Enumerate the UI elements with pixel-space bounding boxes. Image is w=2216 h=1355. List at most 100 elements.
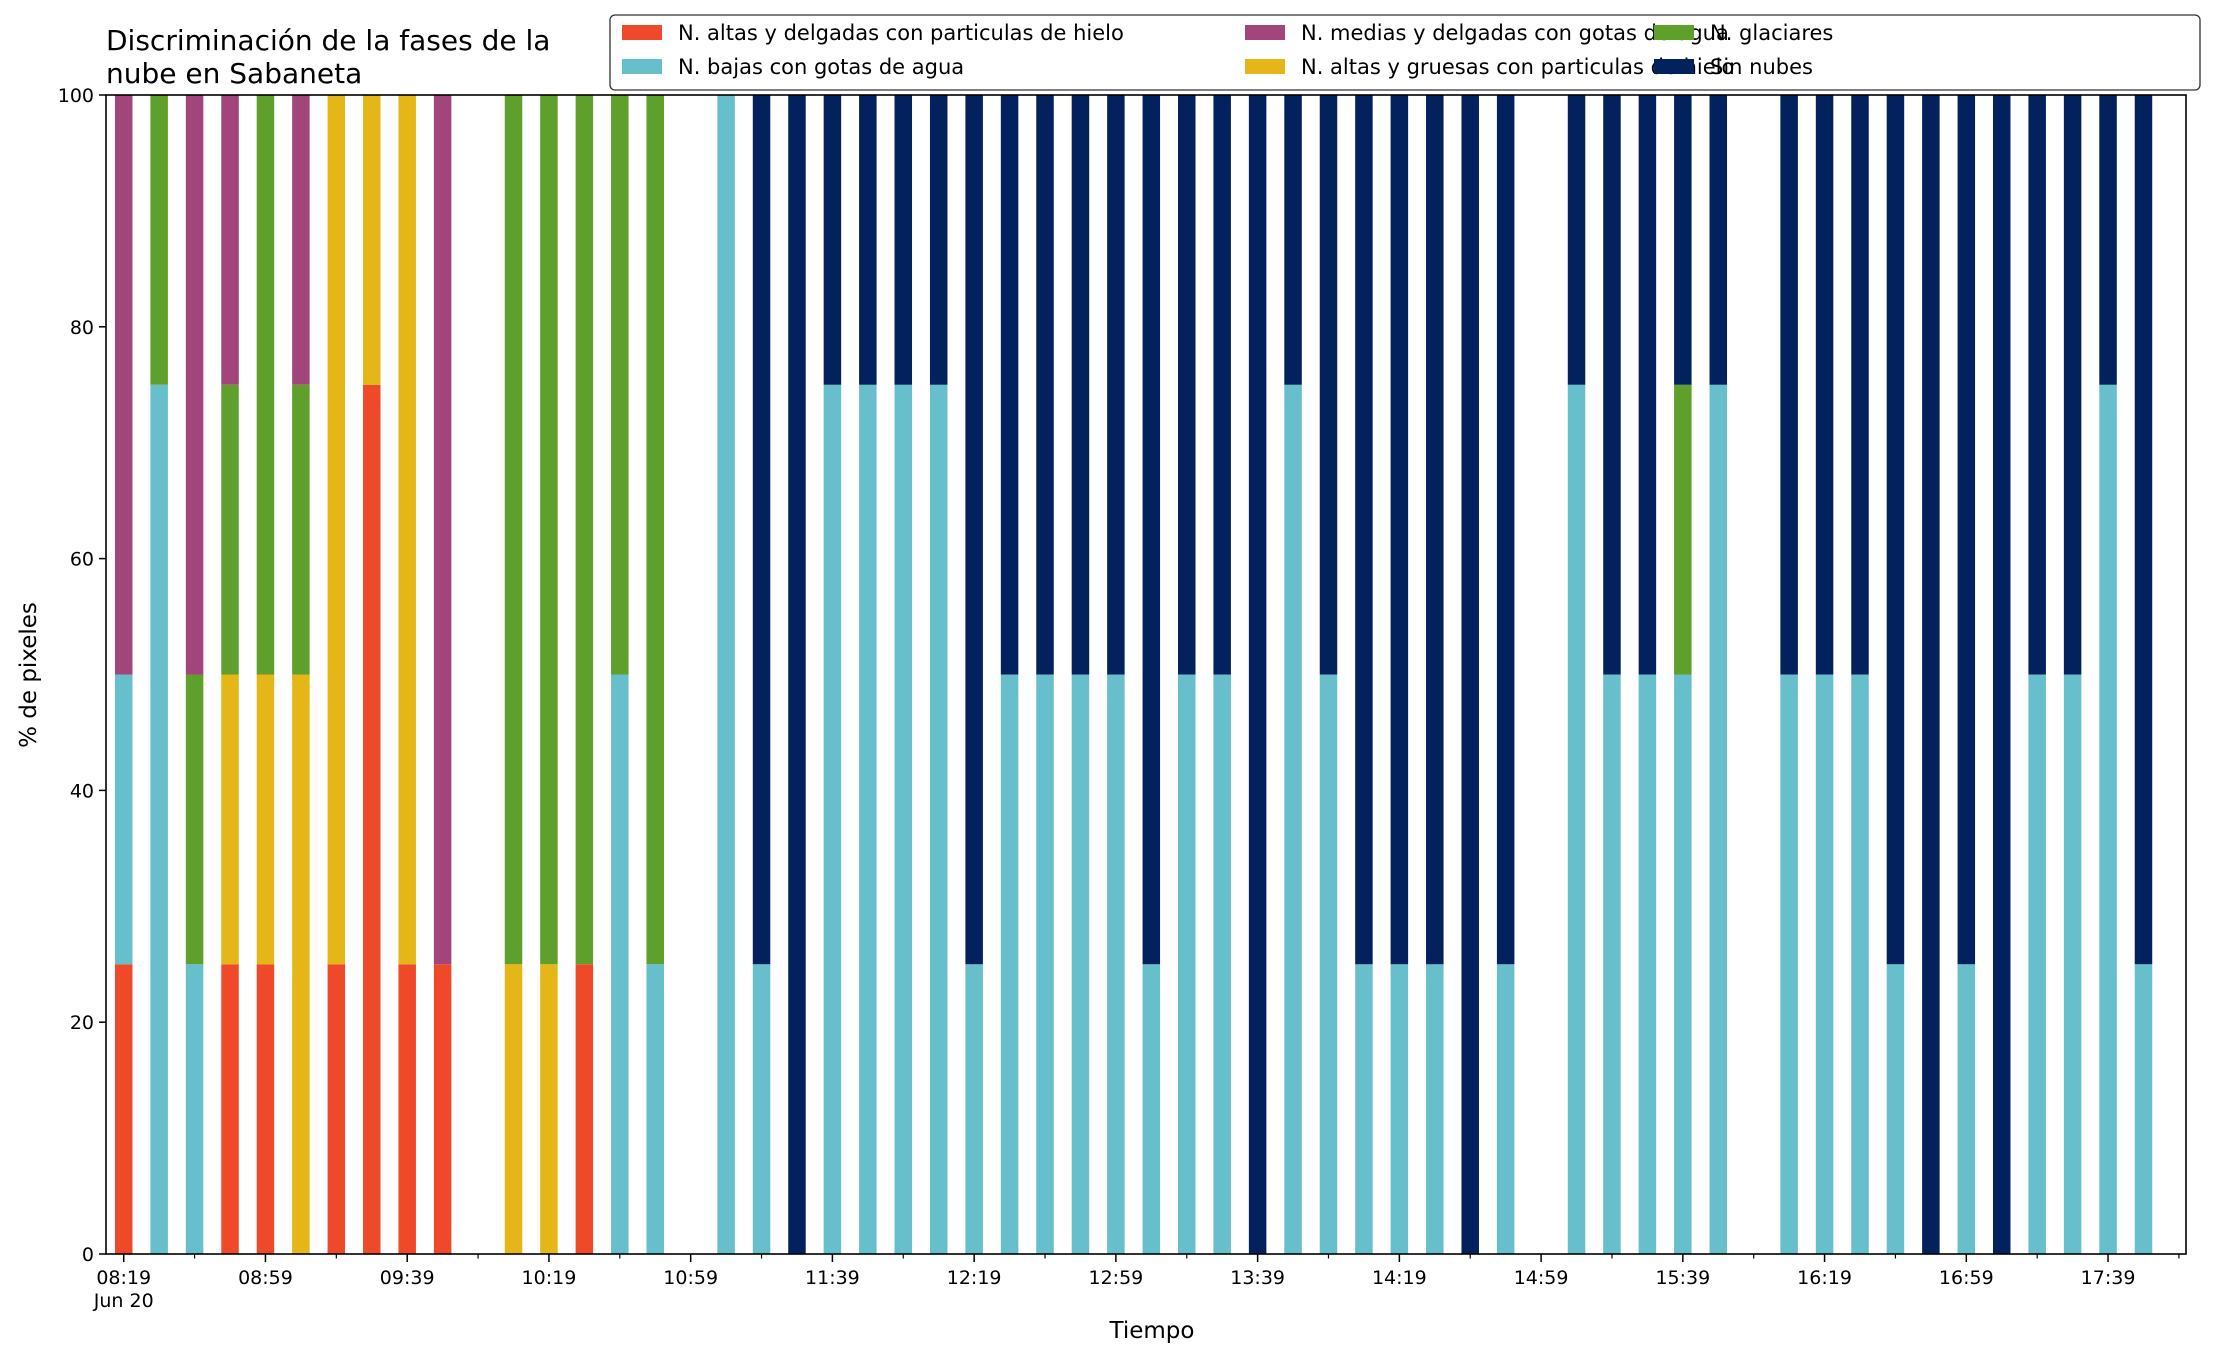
bar-1209-series-5	[929, 95, 948, 385]
legend-swatch-4	[1245, 25, 1285, 40]
legend-swatch-5	[1654, 59, 1694, 74]
bar-1309-series-5	[1142, 95, 1161, 965]
bar-0949-series-0	[433, 964, 452, 1254]
bar-0919-series-1	[327, 95, 346, 965]
bar-1609-series-5	[1780, 95, 1798, 675]
bar-1429-series-2	[1426, 964, 1444, 1254]
bar-0949-series-4	[433, 95, 452, 965]
bar-1739-series-2	[2099, 384, 2117, 1254]
bar-stacks	[114, 95, 2153, 1254]
plot-frame	[105, 94, 2187, 1255]
bar-1549-series-5	[1709, 95, 1728, 385]
x-tick-label-0939: 09:39	[380, 1267, 435, 1289]
bar-1039-series-3	[611, 95, 629, 675]
bar-0939-series-1	[398, 95, 416, 965]
bar-1019-series-1	[540, 964, 558, 1254]
bar-0819-series-4	[114, 95, 133, 675]
x-tick-label-1539: 15:39	[1655, 1267, 1710, 1289]
bar-0859-series-0	[256, 964, 275, 1254]
bar-1629-series-5	[1851, 95, 1869, 675]
x-tick-label-0859: 08:59	[238, 1267, 293, 1289]
legend-label-5: Sin nubes	[1710, 55, 1813, 79]
x-tick-label-1739: 17:39	[2081, 1267, 2136, 1289]
bar-0849-series-4	[221, 95, 239, 385]
bar-1649-series-5	[1922, 95, 1940, 1254]
y-tick-label-60: 60	[70, 549, 94, 571]
bar-1429-series-5	[1426, 95, 1444, 965]
bar-1259-series-5	[1107, 95, 1125, 675]
x-date-label: Jun 20	[93, 1290, 154, 1312]
bar-1409-series-2	[1355, 964, 1373, 1254]
bar-1119-series-5	[752, 95, 771, 965]
x-tick-label-1619: 16:19	[1797, 1267, 1852, 1289]
bar-1539-series-2	[1674, 674, 1692, 1254]
bar-0939-series-0	[398, 964, 416, 1254]
legend-swatch-2	[622, 59, 662, 74]
x-axis-label: Tiempo	[1109, 1318, 1195, 1344]
bar-1139-series-2	[823, 384, 842, 1254]
bar-1209-series-2	[929, 384, 948, 1254]
bar-1319-series-5	[1178, 95, 1196, 675]
x-tick-label-0819: 08:19	[96, 1267, 151, 1289]
bar-1719-series-2	[2028, 674, 2046, 1254]
bar-0829-series-2	[150, 384, 168, 1254]
bar-1749-series-5	[2134, 95, 2153, 965]
x-tick-label-1459: 14:59	[1514, 1267, 1569, 1289]
bar-1609-series-2	[1780, 674, 1798, 1254]
chart-title-line-2: nube en Sabaneta	[106, 57, 362, 90]
y-tick-label-0: 0	[82, 1244, 94, 1266]
legend-label-0: N. altas y delgadas con particulas de hi…	[678, 21, 1124, 45]
bar-1619-series-2	[1815, 674, 1834, 1254]
bar-1149-series-5	[859, 95, 877, 385]
y-tick-label-20: 20	[70, 1012, 94, 1034]
bar-1039-series-2	[611, 674, 629, 1254]
bar-0819-series-2	[114, 674, 133, 965]
bar-1049-series-3	[646, 95, 664, 965]
y-tick-label-40: 40	[70, 780, 94, 802]
y-tick-label-100: 100	[58, 85, 94, 107]
x-tick-label-1419: 14:19	[1372, 1267, 1427, 1289]
bar-1249-series-2	[1071, 674, 1090, 1254]
x-tick-label-1219: 12:19	[947, 1267, 1002, 1289]
y-axis: 0 20 40 60 80 100	[58, 85, 106, 1266]
legend-swatch-3	[1654, 25, 1694, 40]
bar-1239-series-5	[1036, 95, 1054, 675]
bar-1659-series-2	[1957, 964, 1976, 1254]
bar-1159-series-5	[894, 95, 913, 385]
bar-1019-series-3	[540, 95, 558, 965]
legend-label-3: N. glaciares	[1710, 21, 1833, 45]
chart-title-line-1: Discriminación de la fases de la	[106, 24, 550, 57]
bar-1509-series-2	[1567, 384, 1586, 1254]
bar-1239-series-2	[1036, 674, 1054, 1254]
bar-1739-series-5	[2099, 95, 2117, 385]
bar-0829-series-3	[150, 95, 168, 385]
y-axis-label: % de pixeles	[16, 602, 42, 748]
bar-1339-series-5	[1248, 95, 1267, 1254]
y-tick-label-80: 80	[70, 317, 94, 339]
bar-1029-series-3	[575, 95, 594, 965]
bar-0929-series-1	[363, 95, 381, 385]
bar-1449-series-2	[1496, 964, 1515, 1254]
bar-1659-series-5	[1957, 95, 1976, 965]
bar-1219-series-2	[965, 964, 983, 1254]
bar-1449-series-5	[1496, 95, 1515, 965]
bar-1519-series-5	[1603, 95, 1621, 675]
bar-1529-series-5	[1638, 95, 1657, 675]
bar-1149-series-2	[859, 384, 877, 1254]
bar-1329-series-5	[1213, 95, 1231, 675]
x-tick-label-1139: 11:39	[805, 1267, 860, 1289]
bar-1719-series-5	[2028, 95, 2046, 675]
bar-0909-series-1	[292, 674, 310, 1254]
bar-1349-series-5	[1284, 95, 1302, 385]
bar-1259-series-2	[1107, 674, 1125, 1254]
bar-1309-series-2	[1142, 964, 1161, 1254]
bar-1629-series-2	[1851, 674, 1869, 1254]
bar-0849-series-3	[221, 384, 239, 675]
bar-1539-series-3	[1674, 384, 1692, 675]
bar-1519-series-2	[1603, 674, 1621, 1254]
bar-0859-series-1	[256, 674, 275, 965]
bar-1729-series-5	[2063, 95, 2082, 675]
bar-1439-series-5	[1461, 95, 1479, 1254]
bar-0859-series-3	[256, 95, 275, 675]
bar-0839-series-4	[185, 95, 204, 675]
